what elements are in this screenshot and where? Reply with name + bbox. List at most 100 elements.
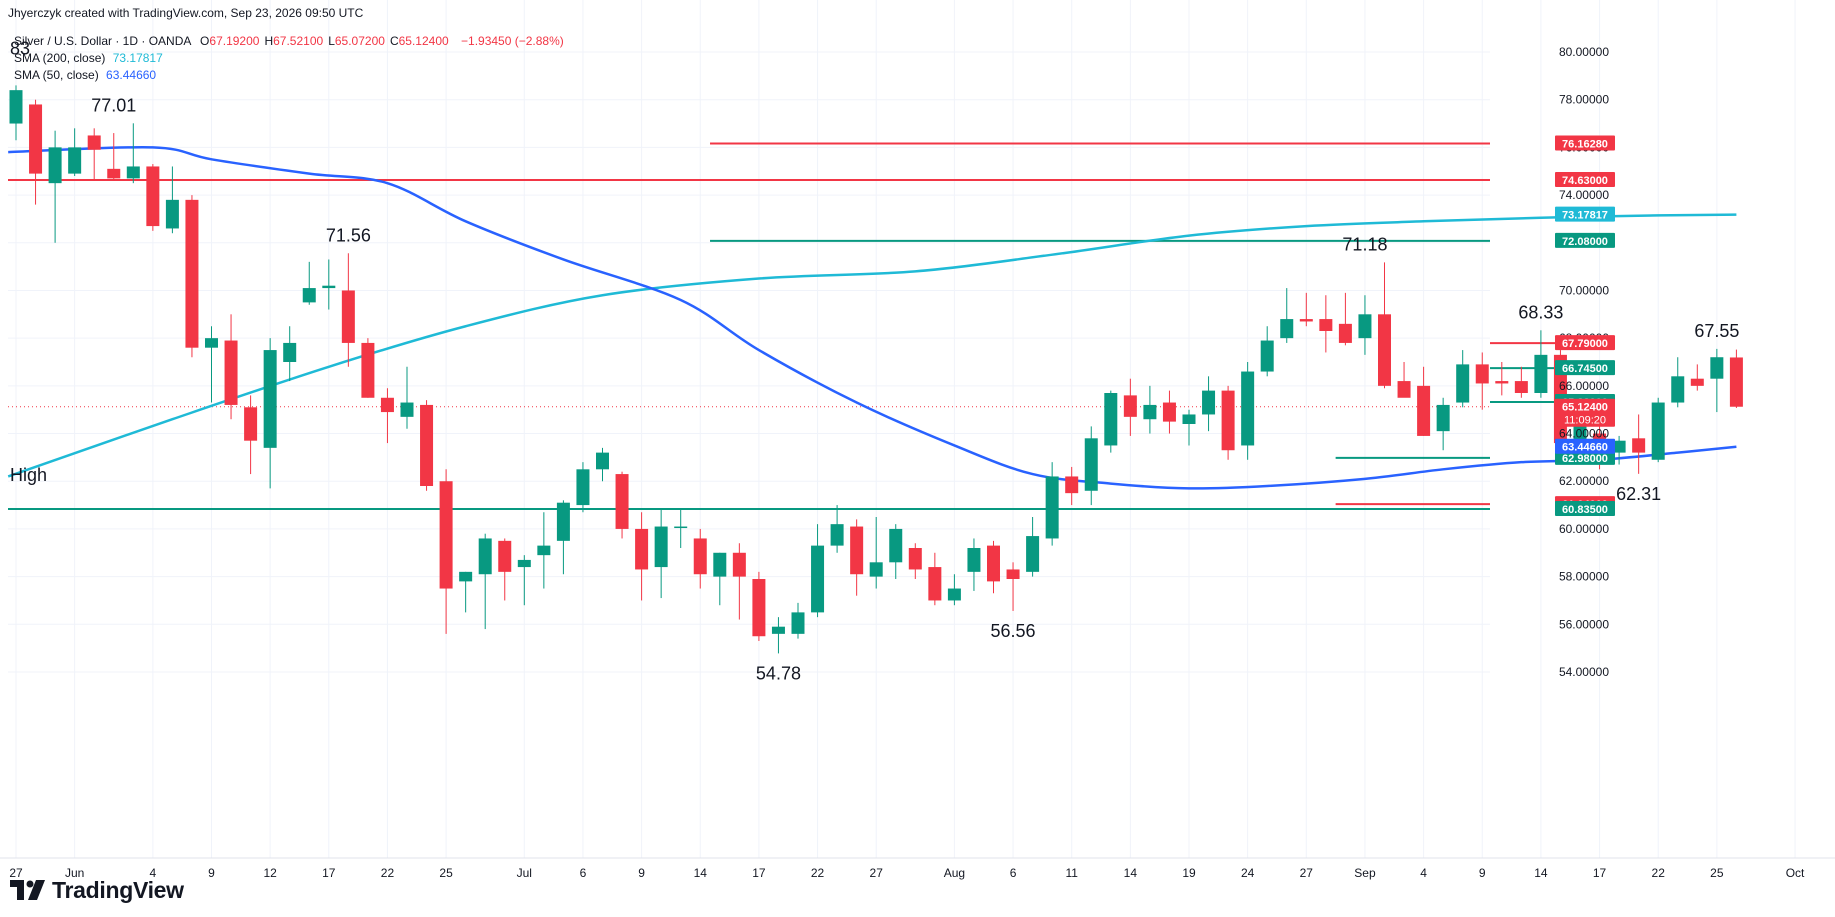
candle-body (380, 397, 394, 413)
ohlc-values: O67.19200 H67.52100 L65.07200 C65.12400 (200, 34, 454, 48)
symbol-legend[interactable]: Silver / U.S. Dollar · 1D · OANDA O67.19… (14, 34, 564, 48)
candle-body (1671, 376, 1685, 403)
candle (1475, 352, 1489, 410)
candle-body (1358, 314, 1372, 339)
time-tick-label: 12 (263, 866, 277, 880)
candle (967, 538, 981, 591)
price-tag-label: 72.08000 (1562, 236, 1608, 248)
candle-body (1514, 381, 1528, 393)
candle-body (908, 548, 922, 570)
candle (947, 574, 961, 606)
price-tag-label: 76.16280 (1562, 139, 1608, 151)
ohlc-l: L65.07200 (328, 34, 385, 48)
candle-body (850, 526, 864, 575)
price-tag-label: 66.74500 (1562, 363, 1608, 375)
candle (420, 400, 434, 491)
candle-body (1299, 319, 1313, 322)
candle-body (1417, 385, 1431, 436)
candle-body (1319, 319, 1333, 331)
candle-body (615, 474, 629, 529)
candle-body (1221, 390, 1235, 451)
candle-body (1338, 323, 1352, 343)
sma50-label: SMA (50, close) (14, 68, 99, 82)
candle (1299, 292, 1313, 327)
sma200-legend[interactable]: SMA (200, close) 73.17817 (14, 51, 163, 65)
ohlc-c: C65.12400 (389, 34, 449, 48)
candle (654, 509, 668, 599)
candle (498, 538, 512, 601)
candle-body (459, 571, 473, 582)
candle (830, 505, 844, 553)
candle (1319, 295, 1333, 353)
time-tick-label: 9 (638, 866, 645, 880)
time-tick-label: Aug (944, 866, 965, 880)
time-tick-label: 27 (1300, 866, 1314, 880)
price-tick-label: 54.00000 (1559, 665, 1609, 679)
candle (205, 326, 218, 403)
candle-body (498, 540, 512, 572)
candle-body (967, 548, 981, 572)
candle (1729, 349, 1743, 408)
candle (400, 366, 414, 429)
candle (1241, 362, 1255, 460)
moving-averages (7, 145, 1737, 490)
candle (224, 314, 238, 420)
sma50-legend[interactable]: SMA (50, close) 63.44660 (14, 68, 156, 82)
candle-body (771, 626, 785, 634)
time-tick-label: 25 (1710, 866, 1724, 880)
candle-body (987, 545, 1000, 582)
price-tag: 67.79000 (1555, 335, 1615, 351)
candle (459, 571, 473, 613)
candle-body (693, 538, 707, 575)
price-tag: 73.17817 (1555, 206, 1615, 222)
candle (674, 509, 688, 548)
candle-body (244, 407, 258, 441)
candle (1690, 364, 1704, 391)
candle (1143, 385, 1157, 434)
candle (1514, 366, 1528, 398)
tradingview-logo[interactable]: TradingView (10, 875, 184, 905)
price-tag: 74.63000 (1555, 172, 1615, 188)
candle-body (1241, 371, 1255, 446)
candle (439, 469, 453, 634)
candle-body (1612, 440, 1626, 453)
price-annotation: 62.31 (1616, 484, 1661, 504)
price-tick-label: 56.00000 (1559, 617, 1609, 631)
candle (576, 462, 590, 513)
price-tag-label: 67.79000 (1562, 338, 1608, 350)
candle (1280, 288, 1294, 343)
candle (341, 253, 355, 367)
price-tick-label: 64.00000 (1559, 427, 1609, 441)
candle-body (713, 552, 727, 577)
time-axis[interactable]: 27 Jun 4 9 12 17 22 25 Jul 6 9 14 17 22 27 Aug 6 11 14 19 24… (9, 866, 1805, 880)
price-axis[interactable]: 54.00000 56.00000 58.00000 60.00000 62.00000… (1555, 45, 1615, 679)
candle-body (400, 402, 414, 417)
candle (1456, 350, 1470, 408)
candle (322, 259, 336, 310)
candle (1026, 517, 1040, 577)
price-tick-label: 66.00000 (1559, 379, 1609, 393)
candle (1632, 414, 1646, 474)
symbol-name: Silver / U.S. Dollar · 1D · OANDA (14, 34, 191, 48)
candle-body (1397, 381, 1411, 398)
change-value: −1.93450 (−2.88%) (461, 34, 564, 48)
candle (1651, 397, 1665, 463)
price-tag-bg (1555, 501, 1615, 517)
candle-body (478, 538, 492, 575)
price-tag-label: 74.63000 (1562, 175, 1608, 187)
candle (1495, 362, 1509, 396)
candle-body (791, 612, 805, 634)
candle-body (1084, 438, 1098, 491)
candle-body (1632, 438, 1646, 453)
candle (1436, 397, 1450, 451)
candle-body (48, 147, 62, 184)
price-annotation: 77.01 (91, 95, 136, 115)
sma50-value: 63.44660 (106, 68, 157, 82)
candle-body (1378, 314, 1391, 386)
time-tick-label: Jun (65, 866, 84, 880)
candle (1397, 362, 1411, 398)
annotations: 77.01 71.56 54.78 56.56 71.18 68.33 62.31 67.55… (10, 38, 1739, 683)
candle-body (1104, 393, 1118, 446)
candle (1084, 426, 1098, 506)
